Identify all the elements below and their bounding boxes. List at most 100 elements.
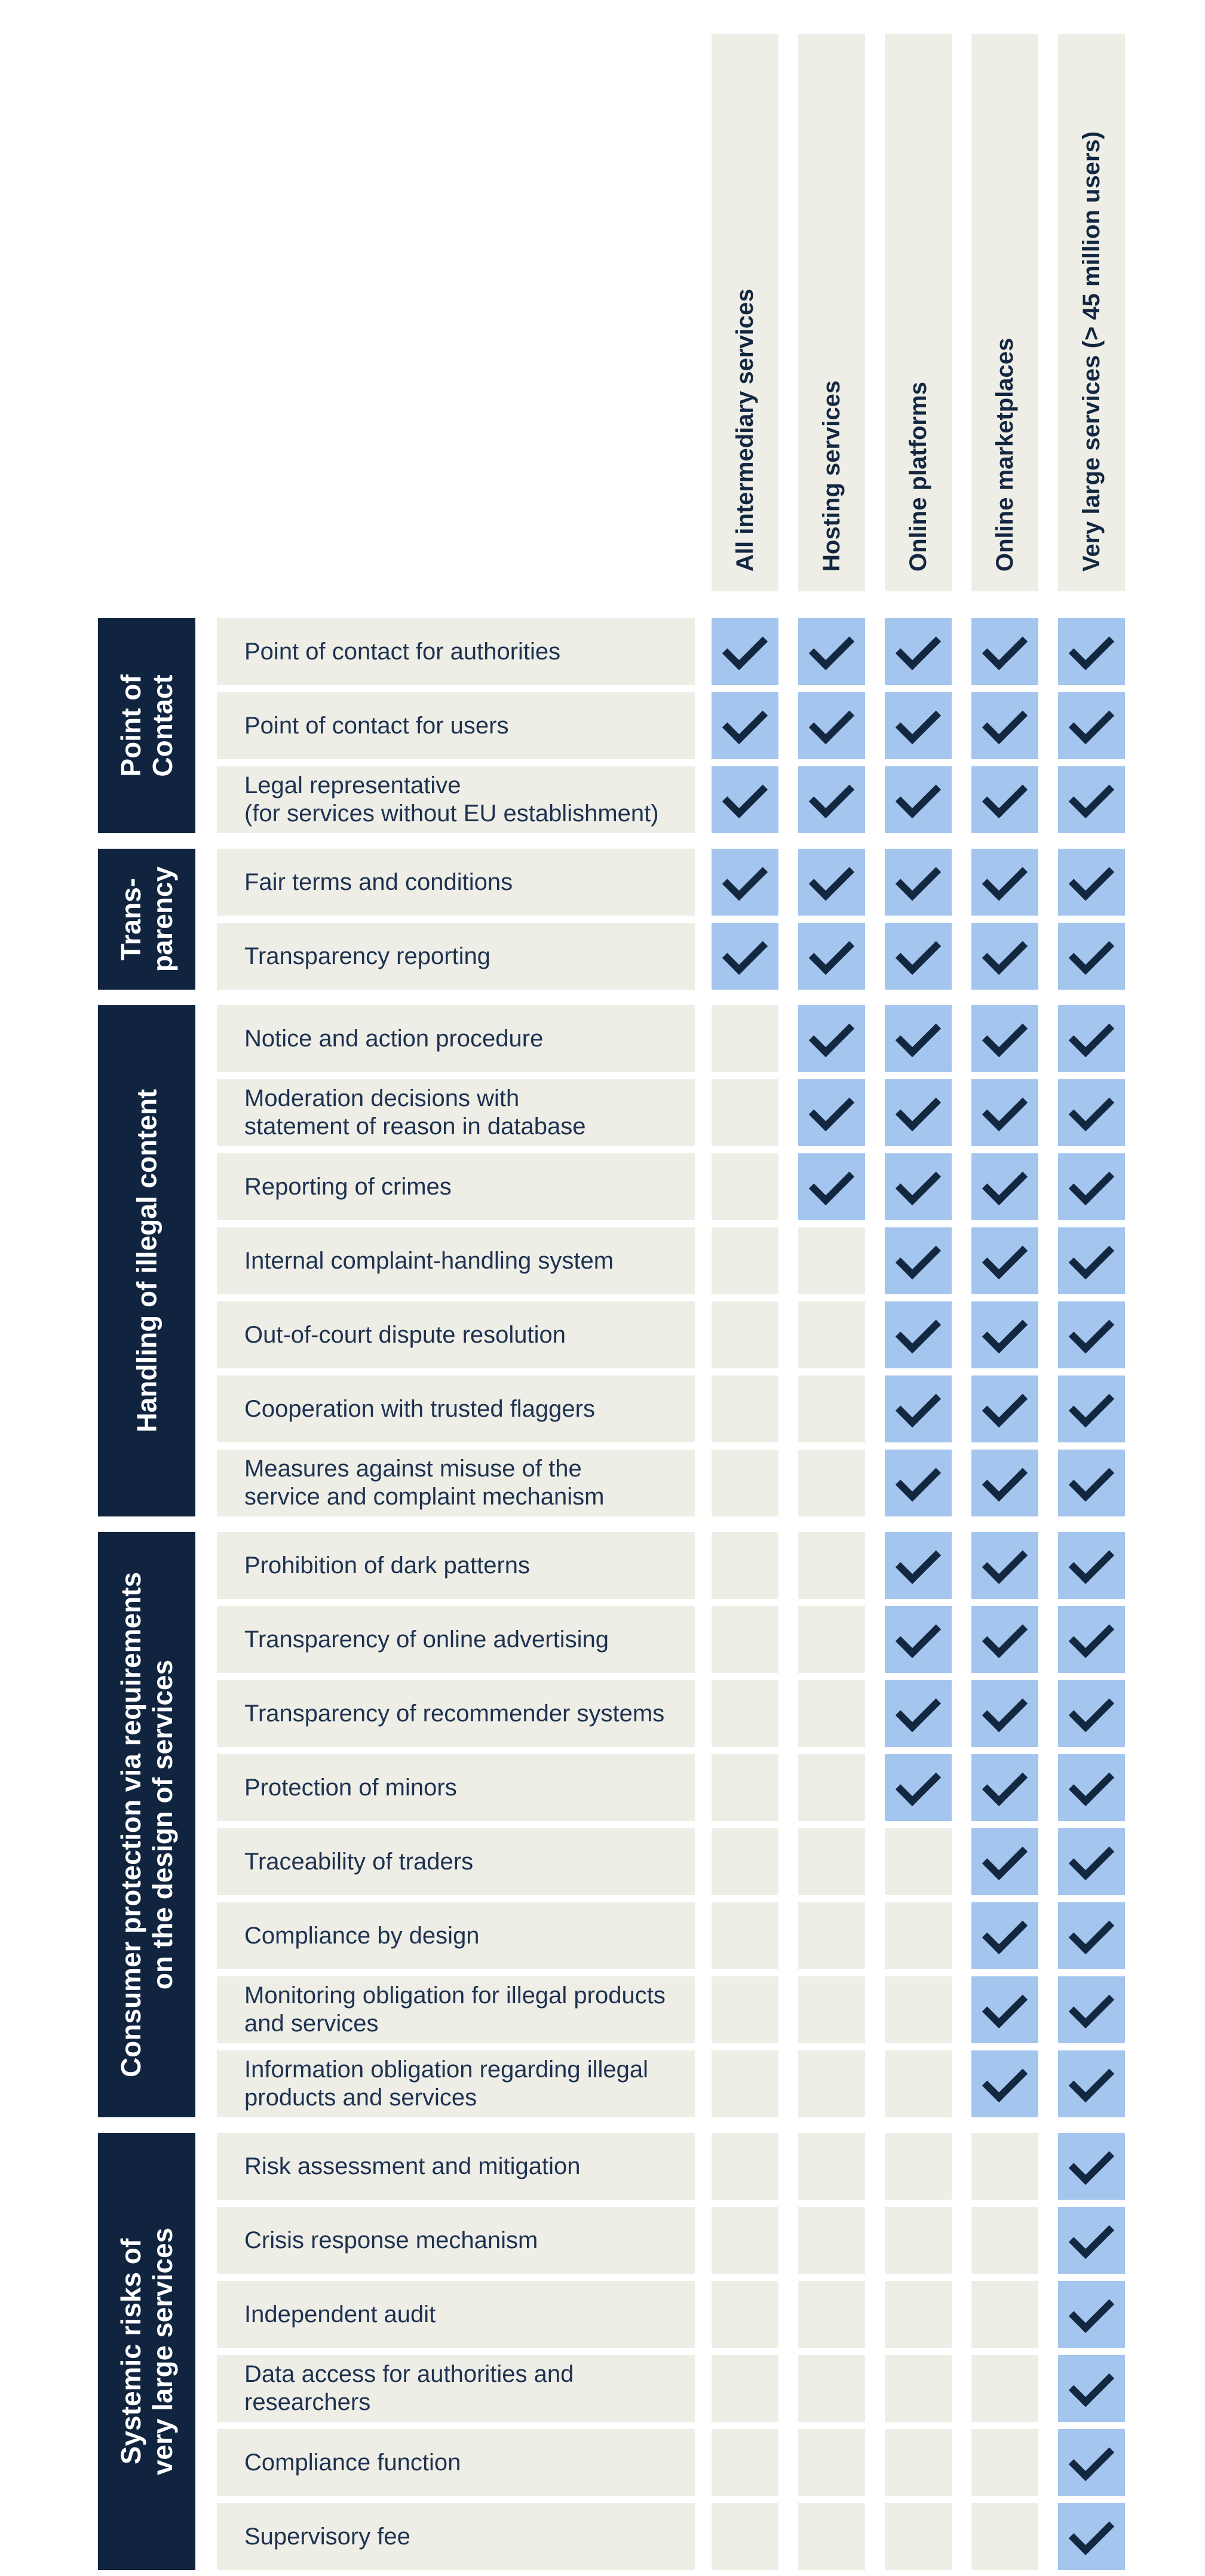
check-cell bbox=[1058, 923, 1125, 990]
check-cell bbox=[1058, 1680, 1125, 1747]
checkmark-icon bbox=[808, 1011, 855, 1058]
obligation-row: Point of contact for users bbox=[217, 692, 1125, 759]
empty-cell bbox=[798, 1606, 865, 1673]
checkmark-icon bbox=[895, 929, 942, 975]
obligation-row: Information obligation regarding illegal… bbox=[217, 2050, 1125, 2117]
checkmark-icon bbox=[1068, 2435, 1115, 2482]
row-cells bbox=[712, 766, 1125, 833]
checkmark-icon bbox=[722, 624, 768, 671]
check-cell bbox=[1058, 1227, 1125, 1294]
obligation-row: Notice and action procedure bbox=[217, 1005, 1125, 1072]
empty-cell bbox=[971, 2281, 1038, 2348]
checkmark-icon bbox=[1068, 1307, 1115, 1354]
checkmark-icon bbox=[895, 1233, 942, 1280]
check-cell bbox=[971, 1301, 1038, 1368]
empty-cell bbox=[712, 1079, 778, 1146]
checkmark-icon bbox=[982, 772, 1028, 819]
checkmark-icon bbox=[1068, 1085, 1115, 1132]
checkmark-icon bbox=[808, 698, 855, 745]
obligation-group: Systemic risks of very large services Ri… bbox=[98, 2133, 1205, 2570]
check-cell bbox=[1058, 766, 1125, 833]
empty-cell bbox=[885, 2207, 952, 2274]
checkmark-icon bbox=[1068, 1760, 1115, 1807]
check-cell bbox=[885, 766, 952, 833]
checkmark-icon bbox=[895, 1159, 942, 1206]
check-cell bbox=[712, 766, 778, 833]
column-header: All intermediary services bbox=[712, 34, 778, 591]
empty-cell bbox=[712, 1450, 778, 1516]
check-cell bbox=[971, 1976, 1038, 2043]
checkmark-icon bbox=[1068, 1381, 1115, 1428]
check-cell bbox=[1058, 1532, 1125, 1599]
obligation-label: Transparency reporting bbox=[217, 923, 695, 990]
checkmark-icon bbox=[1068, 2213, 1115, 2259]
check-cell bbox=[1058, 618, 1125, 685]
row-cells bbox=[712, 849, 1125, 916]
empty-cell bbox=[712, 1375, 778, 1442]
obligation-row: Risk assessment and mitigation bbox=[217, 2133, 1125, 2200]
empty-cell bbox=[712, 1532, 778, 1599]
obligation-group: Handling of illegal content Notice and a… bbox=[98, 1005, 1205, 1516]
empty-cell bbox=[885, 2281, 952, 2348]
check-cell bbox=[885, 923, 952, 990]
check-cell bbox=[971, 1754, 1038, 1821]
empty-cell bbox=[798, 2050, 865, 2117]
empty-cell bbox=[885, 1828, 952, 1895]
empty-cell bbox=[798, 1680, 865, 1747]
checkmark-icon bbox=[722, 772, 768, 819]
check-cell bbox=[885, 849, 952, 916]
obligation-row: Cooperation with trusted flaggers bbox=[217, 1375, 1125, 1442]
obligation-row: Protection of minors bbox=[217, 1754, 1125, 1821]
check-cell bbox=[885, 1079, 952, 1146]
empty-cell bbox=[798, 2503, 865, 2570]
empty-cell bbox=[712, 2503, 778, 2570]
obligation-label: Transparency of online advertising bbox=[217, 1606, 695, 1673]
obligation-row: Out-of-court dispute resolution bbox=[217, 1301, 1125, 1368]
empty-cell bbox=[712, 2355, 778, 2422]
checkmark-icon bbox=[1068, 1834, 1115, 1881]
obligation-label: Notice and action procedure bbox=[217, 1005, 695, 1072]
check-cell bbox=[971, 766, 1038, 833]
check-cell bbox=[1058, 1902, 1125, 1969]
empty-cell bbox=[798, 1828, 865, 1895]
empty-cell bbox=[712, 2281, 778, 2348]
checkmark-icon bbox=[982, 855, 1028, 901]
obligation-row: Legal representative (for services witho… bbox=[217, 766, 1125, 833]
check-cell bbox=[798, 692, 865, 759]
check-cell bbox=[798, 766, 865, 833]
obligation-row: Fair terms and conditions bbox=[217, 849, 1125, 916]
obligation-row: Data access for authorities and research… bbox=[217, 2355, 1125, 2422]
check-cell bbox=[1058, 2133, 1125, 2200]
row-cells bbox=[712, 1680, 1125, 1747]
row-cells bbox=[712, 1976, 1125, 2043]
check-cell bbox=[1058, 2050, 1125, 2117]
checkmark-icon bbox=[1068, 2287, 1115, 2334]
column-header: Online marketplaces bbox=[971, 34, 1038, 591]
checkmark-icon bbox=[982, 698, 1028, 745]
check-cell bbox=[885, 1532, 952, 1599]
check-cell bbox=[712, 923, 778, 990]
row-cells bbox=[712, 1902, 1125, 1969]
row-cells bbox=[712, 692, 1125, 759]
row-cells bbox=[712, 2429, 1125, 2496]
empty-cell bbox=[712, 2207, 778, 2274]
check-cell bbox=[971, 1450, 1038, 1516]
check-cell bbox=[1058, 692, 1125, 759]
obligation-row: Supervisory fee bbox=[217, 2503, 1125, 2570]
checkmark-icon bbox=[1068, 929, 1115, 975]
obligation-row: Traceability of traders bbox=[217, 1828, 1125, 1895]
row-cells bbox=[712, 1606, 1125, 1673]
obligation-groups: Point of Contact Point of contact for au… bbox=[0, 618, 1205, 2570]
check-cell bbox=[712, 849, 778, 916]
row-cells bbox=[712, 2503, 1125, 2570]
checkmark-icon bbox=[1068, 1908, 1115, 1955]
obligation-row: Reporting of crimes bbox=[217, 1153, 1125, 1220]
row-cells bbox=[712, 2281, 1125, 2348]
obligation-label: Traceability of traders bbox=[217, 1828, 695, 1895]
group-label: Systemic risks of very large services bbox=[115, 2227, 178, 2476]
group-label: Handling of illegal content bbox=[131, 1089, 162, 1433]
checkmark-icon bbox=[895, 1011, 942, 1058]
row-cells bbox=[712, 1828, 1125, 1895]
column-header-label: Very large services (> 45 million users) bbox=[1078, 131, 1105, 572]
empty-cell bbox=[712, 1754, 778, 1821]
